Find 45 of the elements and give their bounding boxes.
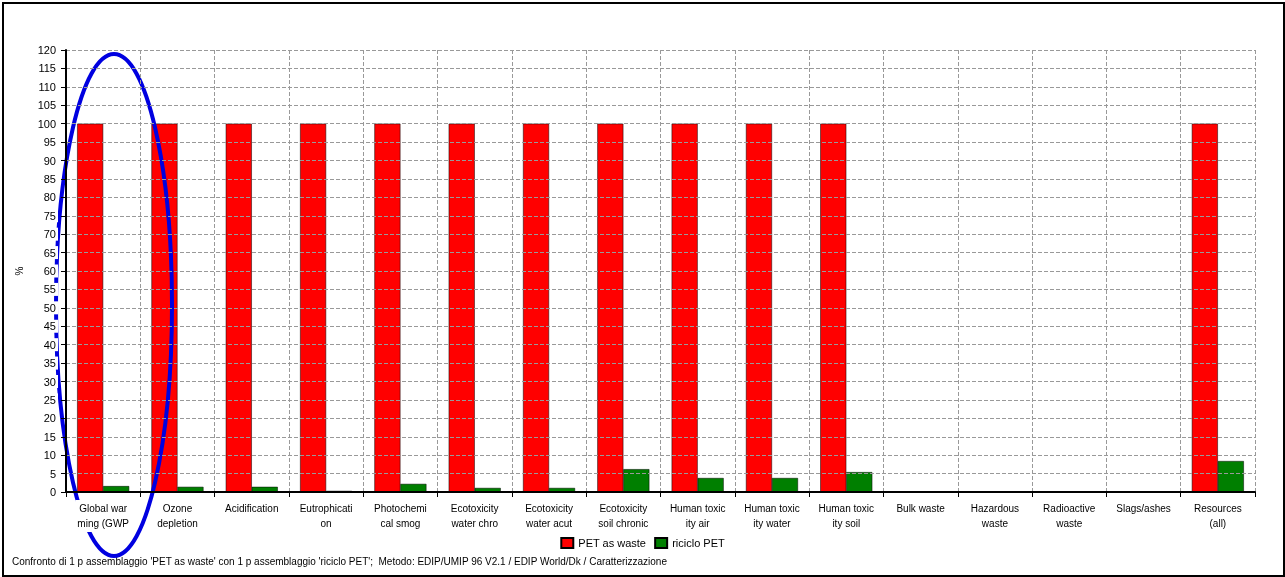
y-tick-label: 105 xyxy=(37,99,56,112)
y-tick-label: 90 xyxy=(43,154,56,167)
y-tick-label: 20 xyxy=(43,412,56,425)
y-tick-label: 40 xyxy=(43,338,56,351)
x-tick-label: Slags/ashes xyxy=(1116,503,1171,514)
y-tick-label: 30 xyxy=(43,375,56,388)
legend-label: riciclo PET xyxy=(672,537,725,549)
y-tick-label: 5 xyxy=(49,467,56,480)
x-tick-label: Ecotoxicity water acut xyxy=(524,503,573,529)
y-tick-label: 110 xyxy=(38,80,56,93)
x-tick-label: Radioactive waste xyxy=(1043,503,1096,529)
x-tick-label: Resources (all) xyxy=(1193,503,1242,529)
y-tick-label: 70 xyxy=(43,228,56,241)
legend-label: PET as waste xyxy=(578,537,646,549)
y-tick-label: 65 xyxy=(43,246,56,259)
x-tick-label: Human toxic ity water xyxy=(744,503,800,529)
y-tick-label: 60 xyxy=(43,265,56,277)
x-tick-label: Hazardous waste xyxy=(970,503,1020,529)
y-tick-label: 50 xyxy=(43,301,56,314)
text: Confronto di 1 p assemblaggio 'PET as waste' con 1 p assemblaggio 'riciclo PET'; Metodo: EDIP/UMIP 96 V2.1 / EDIP World/Dk / Caratterizzazione xyxy=(12,555,668,567)
x-tick-label: Eutrophicati on xyxy=(299,503,353,529)
y-tick-label: 10 xyxy=(43,449,56,462)
y-tick-label: 80 xyxy=(43,191,56,204)
x-tick-label: Global war ming (GWP xyxy=(77,503,130,529)
y-tick-label: 85 xyxy=(43,172,56,185)
y-tick-label: 115 xyxy=(38,62,56,75)
x-tick-label: Acidification xyxy=(225,503,279,514)
y-tick-label: 95 xyxy=(43,136,56,149)
y-tick-label: 25 xyxy=(43,393,56,406)
x-tick-label: Ecotoxicity soil chronic xyxy=(598,503,649,529)
x-tick-label: Human toxic ity soil xyxy=(818,503,875,529)
x-tick-label: Bulk waste xyxy=(896,503,946,514)
x-tick-label: Ecotoxicity water chro xyxy=(450,503,499,529)
y-tick-label: 100 xyxy=(37,117,56,130)
y-tick-label: 55 xyxy=(43,283,56,296)
y-tick-label: 35 xyxy=(43,357,56,370)
y-tick-label: 75 xyxy=(43,209,56,222)
x-tick-label: Ozone depletion xyxy=(157,503,198,529)
x-tick-label: Photochemi cal smog xyxy=(374,503,427,529)
y-tick-label: 120 xyxy=(37,44,56,56)
y-tick-label: 15 xyxy=(43,430,56,443)
y-axis-title: % xyxy=(14,266,26,276)
y-tick-label: 0 xyxy=(49,486,56,498)
x-tick-label: Human toxic ity air xyxy=(669,503,726,529)
y-tick-label: 45 xyxy=(43,320,56,333)
